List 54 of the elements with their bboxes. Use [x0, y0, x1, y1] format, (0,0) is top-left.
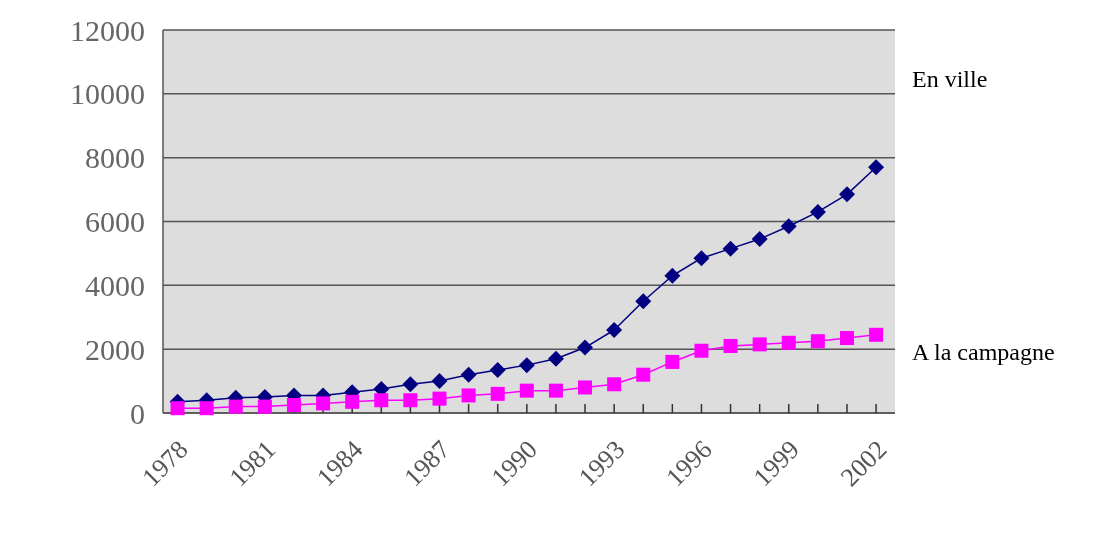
- point: [519, 383, 534, 398]
- y-tick-label: 10000: [70, 77, 145, 111]
- point: [607, 377, 622, 392]
- y-tick-label: 0: [130, 396, 145, 430]
- y-tick-label: 2000: [85, 332, 145, 366]
- point: [664, 267, 681, 284]
- point: [578, 380, 593, 395]
- point: [839, 331, 854, 345]
- point: [518, 357, 535, 374]
- point: [722, 240, 739, 257]
- text: En ville: [912, 66, 988, 93]
- y-tick-label: 4000: [85, 268, 145, 302]
- point: [257, 399, 272, 414]
- point: [577, 339, 594, 356]
- point: [868, 159, 885, 176]
- y-tick-label: 12000: [70, 13, 145, 47]
- point: [635, 293, 652, 310]
- point: [316, 396, 331, 411]
- point: [403, 393, 418, 408]
- point: [838, 186, 855, 203]
- point: [781, 335, 796, 350]
- point: [548, 383, 563, 398]
- point: [809, 203, 826, 220]
- x-tick-label: 1981: [223, 434, 282, 493]
- point: [547, 350, 564, 367]
- point: [489, 361, 506, 378]
- point: [170, 401, 185, 416]
- point: [228, 399, 243, 414]
- point: [606, 322, 623, 339]
- y-tick-label: 6000: [85, 205, 145, 238]
- series-label: A la campagne: [912, 338, 1055, 365]
- point: [780, 218, 797, 235]
- point: [490, 386, 505, 401]
- y-tick-label: 8000: [85, 141, 145, 175]
- x-tick-label: 1999: [747, 434, 806, 493]
- point: [431, 373, 448, 390]
- point: [693, 250, 710, 267]
- point: [374, 393, 389, 408]
- point: [460, 366, 477, 383]
- point: [432, 391, 447, 406]
- point: [345, 394, 360, 409]
- point: [869, 327, 884, 342]
- point: [286, 398, 301, 413]
- point: [199, 401, 214, 416]
- x-tick-label: 1990: [485, 434, 544, 493]
- point: [723, 338, 738, 353]
- point: [751, 231, 768, 248]
- point: [694, 343, 709, 358]
- point: [752, 337, 767, 352]
- point: [665, 354, 680, 369]
- point: [402, 376, 419, 393]
- point: [810, 334, 825, 349]
- point: [636, 367, 651, 382]
- point: [461, 388, 476, 403]
